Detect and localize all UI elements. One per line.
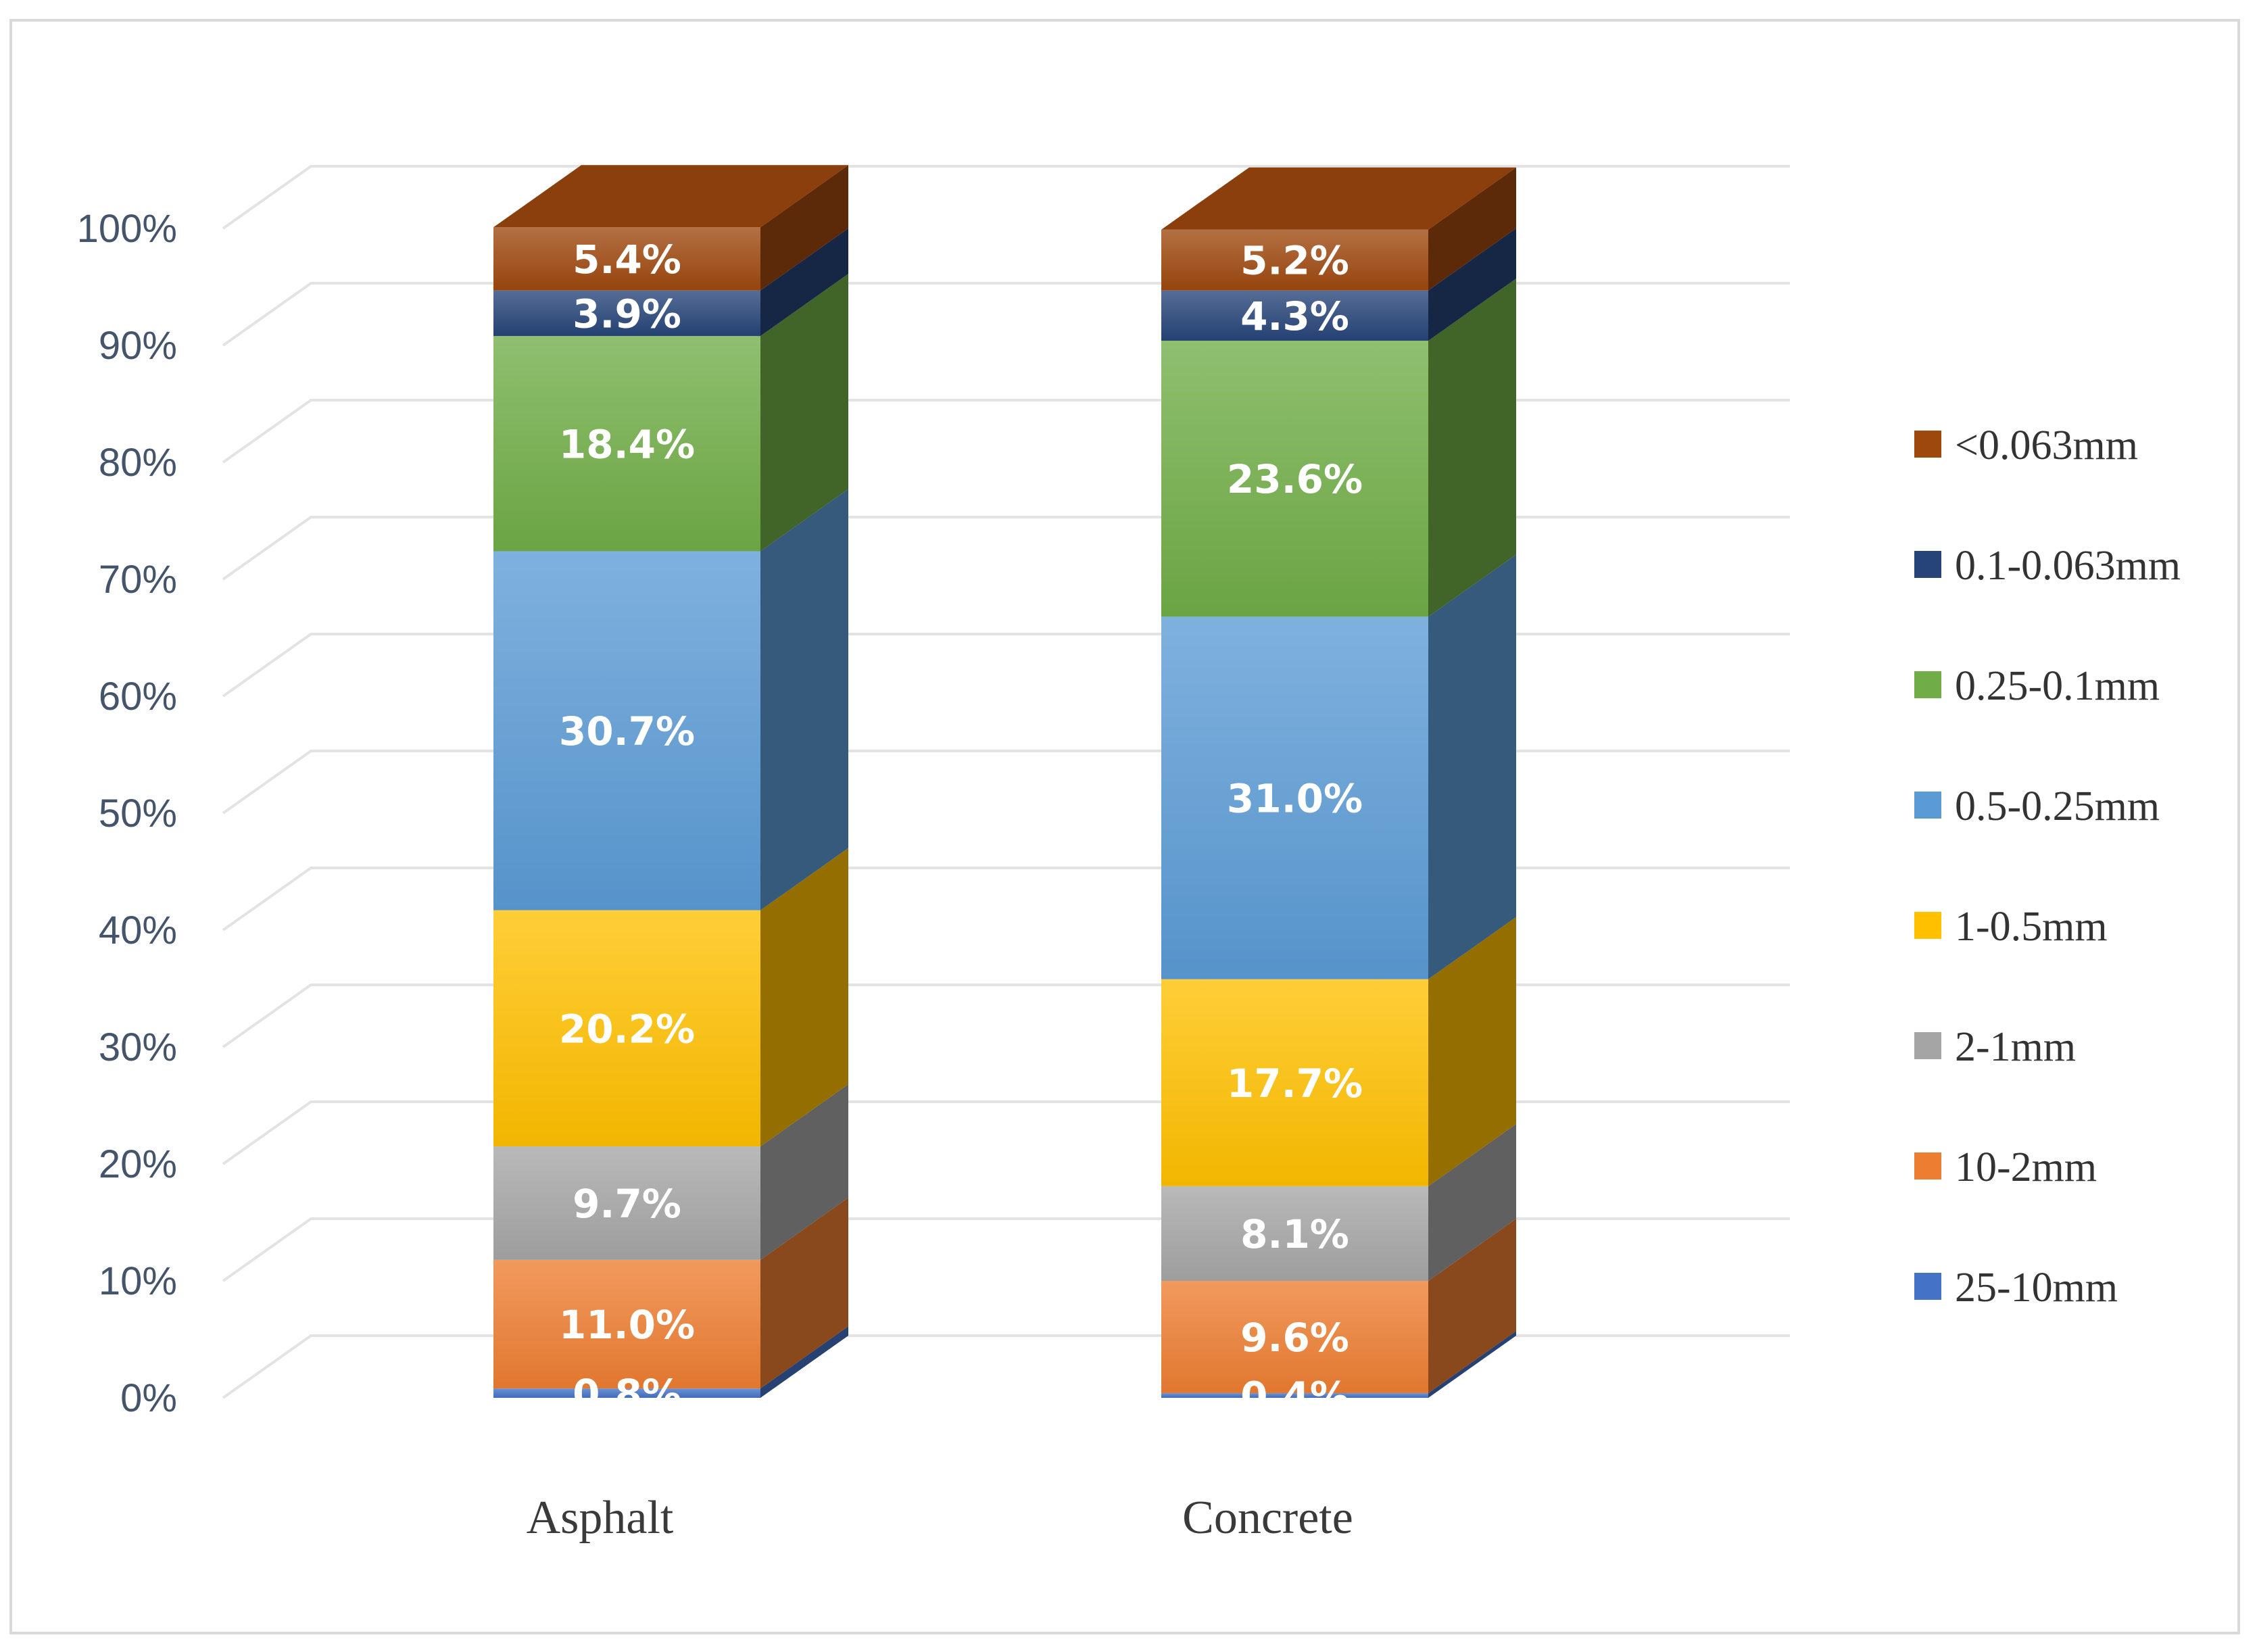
gridline-2 <box>222 1100 1790 1165</box>
legend-swatch <box>1914 792 1941 819</box>
legend-swatch <box>1914 912 1941 939</box>
legend-label: <0.063mm <box>1955 422 2138 468</box>
legend-label: 0.5-0.25mm <box>1955 783 2160 829</box>
bar-segment-asphalt-10-2mm <box>493 1197 848 1389</box>
y-tick-label: 60% <box>99 675 177 719</box>
x-tick-label-concrete: Concrete <box>1182 1492 1353 1544</box>
x-tick-label-asphalt: Asphalt <box>527 1492 674 1544</box>
gridline-0 <box>222 1334 1790 1399</box>
gridline-6 <box>222 633 1790 698</box>
legend-label: 0.25-0.1mm <box>1955 663 2160 709</box>
data-label-concrete-1-0-5mm: 17.7% <box>1227 1061 1363 1107</box>
bar-segment-concrete-0-25-0-1mm <box>1161 278 1516 617</box>
data-label-asphalt-10-2mm: 11.0% <box>559 1302 695 1348</box>
y-tick-label: 20% <box>99 1142 177 1186</box>
bars <box>493 165 1516 1398</box>
bar-top-face-concrete <box>1161 167 1516 230</box>
gridline-1 <box>222 1217 1790 1282</box>
data-label-asphalt-0-5-0-25mm: 30.7% <box>559 708 695 754</box>
gridline-10 <box>222 165 1790 230</box>
data-label-asphalt-0-25-0-1mm: 18.4% <box>559 421 695 467</box>
gridline-5 <box>222 750 1790 815</box>
bar-segment-asphalt-2-1mm <box>493 1084 848 1260</box>
bar-segment-asphalt-1-0-5mm <box>493 848 848 1147</box>
gridlines <box>222 165 1790 1399</box>
bar-segment-concrete-25-10mm <box>1161 1331 1516 1398</box>
chart-frame <box>9 19 2240 1634</box>
data-label-concrete-0-5-0-25mm: 31.0% <box>1227 776 1363 822</box>
gridline-8 <box>222 399 1790 464</box>
y-tick-label: 40% <box>99 908 177 952</box>
legend-swatch <box>1914 551 1941 578</box>
legend-swatch <box>1914 1273 1941 1300</box>
bar-stack-concrete <box>1161 167 1516 1398</box>
y-axis: 0% 10% 20% 30% 40% 50% 60% 70% 80% 90% 100% <box>77 207 177 1420</box>
legend-label: 0.1-0.063mm <box>1955 543 2181 589</box>
gridline-3 <box>222 983 1790 1048</box>
bar-segment-asphalt-0-5-0-25mm <box>493 489 848 910</box>
y-tick-label: 10% <box>99 1259 177 1303</box>
legend-swatch <box>1914 1152 1941 1180</box>
bar-segment-asphalt-25-10mm <box>493 1326 848 1398</box>
gridline-4 <box>222 867 1790 931</box>
data-label-concrete-lt-0-063mm: 5.2% <box>1240 238 1349 284</box>
legend-item-lt-0-063mm: <0.063mm <box>1914 422 2138 468</box>
bar-segment-asphalt-0-1-0-063mm <box>493 228 848 337</box>
legend-item-2-1mm: 2-1mm <box>1914 1024 2076 1070</box>
y-tick-label: 50% <box>99 792 177 835</box>
bar-segment-concrete-0-5-0-25mm <box>1161 554 1516 979</box>
legend-swatch <box>1914 431 1941 458</box>
bar-segment-concrete-10-2mm <box>1161 1219 1516 1394</box>
data-label-asphalt-1-0-5mm: 20.2% <box>559 1006 695 1052</box>
legend-item-0-5-0-25mm: 0.5-0.25mm <box>1914 783 2160 829</box>
data-label-concrete-10-2mm: 9.6% <box>1240 1315 1349 1361</box>
legend-label: 25-10mm <box>1955 1265 2118 1311</box>
bar-segment-asphalt-0-25-0-1mm <box>493 274 848 552</box>
bar-segment-concrete-0-1-0-063mm <box>1161 228 1516 341</box>
legend-label: 1-0.5mm <box>1955 904 2108 950</box>
gridline-7 <box>222 516 1790 581</box>
y-tick-label: 80% <box>99 441 177 485</box>
legend-swatch <box>1914 671 1941 698</box>
y-tick-label: 70% <box>99 558 177 602</box>
data-label-asphalt-25-10mm: 0.8% <box>573 1371 681 1417</box>
data-label-asphalt-2-1mm: 9.7% <box>573 1181 681 1227</box>
data-labels: 0.8% 11.0% 9.7% 20.2% 30.7% 18.4% 3.9% 5.4% 0.4%… <box>559 237 1363 1419</box>
bar-stack-asphalt <box>493 165 848 1398</box>
legend-item-0-1-0-063mm: 0.1-0.063mm <box>1914 543 2181 589</box>
bar-segment-asphalt-lt-0-063mm <box>493 165 848 291</box>
legend-item-1-0-5mm: 1-0.5mm <box>1914 904 2108 950</box>
data-label-concrete-25-10mm: 0.4% <box>1240 1374 1349 1419</box>
data-label-asphalt-lt-0-063mm: 5.4% <box>573 237 681 283</box>
data-label-concrete-2-1mm: 8.1% <box>1240 1211 1349 1257</box>
legend-label: 10-2mm <box>1955 1144 2097 1190</box>
legend: <0.063mm 0.1-0.063mm 0.25-0.1mm 0.5-0.25mm 1… <box>1914 422 2181 1311</box>
data-label-concrete-0-25-0-1mm: 23.6% <box>1227 456 1363 502</box>
y-tick-label: 90% <box>99 324 177 368</box>
data-label-concrete-0-1-0-063mm: 4.3% <box>1240 293 1349 339</box>
bar-segment-concrete-lt-0-063mm <box>1161 167 1516 291</box>
bar-top-face-asphalt <box>493 165 848 228</box>
y-tick-label: 100% <box>77 207 177 251</box>
legend-item-25-10mm: 25-10mm <box>1914 1265 2118 1311</box>
bar-segment-concrete-2-1mm <box>1161 1123 1516 1281</box>
data-label-asphalt-0-1-0-063mm: 3.9% <box>573 291 681 337</box>
legend-swatch <box>1914 1032 1941 1059</box>
y-tick-label: 0% <box>120 1376 177 1420</box>
gridline-9 <box>222 282 1790 347</box>
bar-segment-concrete-1-0-5mm <box>1161 917 1516 1186</box>
legend-item-0-25-0-1mm: 0.25-0.1mm <box>1914 663 2160 709</box>
y-tick-label: 30% <box>99 1025 177 1069</box>
legend-label: 2-1mm <box>1955 1024 2076 1070</box>
legend-item-10-2mm: 10-2mm <box>1914 1144 2097 1190</box>
x-axis: Asphalt Concrete <box>527 1492 1353 1544</box>
